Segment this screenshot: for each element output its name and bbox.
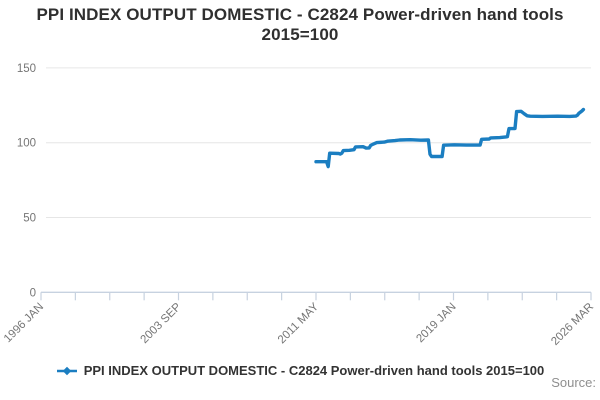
series-line [314, 107, 586, 169]
line-series-marker-icon [56, 366, 77, 375]
x-tick-label: 2011 MAY [276, 301, 321, 346]
x-tick-label: 2019 JAN [414, 301, 458, 345]
legend: PPI INDEX OUTPUT DOMESTIC - C2824 Power-… [0, 363, 600, 378]
source-label: Source: [551, 375, 596, 390]
legend-label: PPI INDEX OUTPUT DOMESTIC - C2824 Power-… [83, 363, 545, 378]
y-tick-label: 50 [23, 213, 36, 225]
legend-item[interactable]: PPI INDEX OUTPUT DOMESTIC - C2824 Power-… [56, 363, 545, 378]
x-tick-label: 2003 SEP [139, 301, 184, 346]
y-tick-label: 0 [30, 287, 36, 299]
x-tick-label: 2026 MAR [549, 301, 596, 348]
y-tick-label: 150 [17, 63, 36, 75]
y-tick-label: 100 [17, 138, 36, 150]
x-tick-label: 1996 JAN [2, 301, 46, 345]
chart-title: PPI INDEX OUTPUT DOMESTIC - C2824 Power-… [36, 5, 564, 45]
